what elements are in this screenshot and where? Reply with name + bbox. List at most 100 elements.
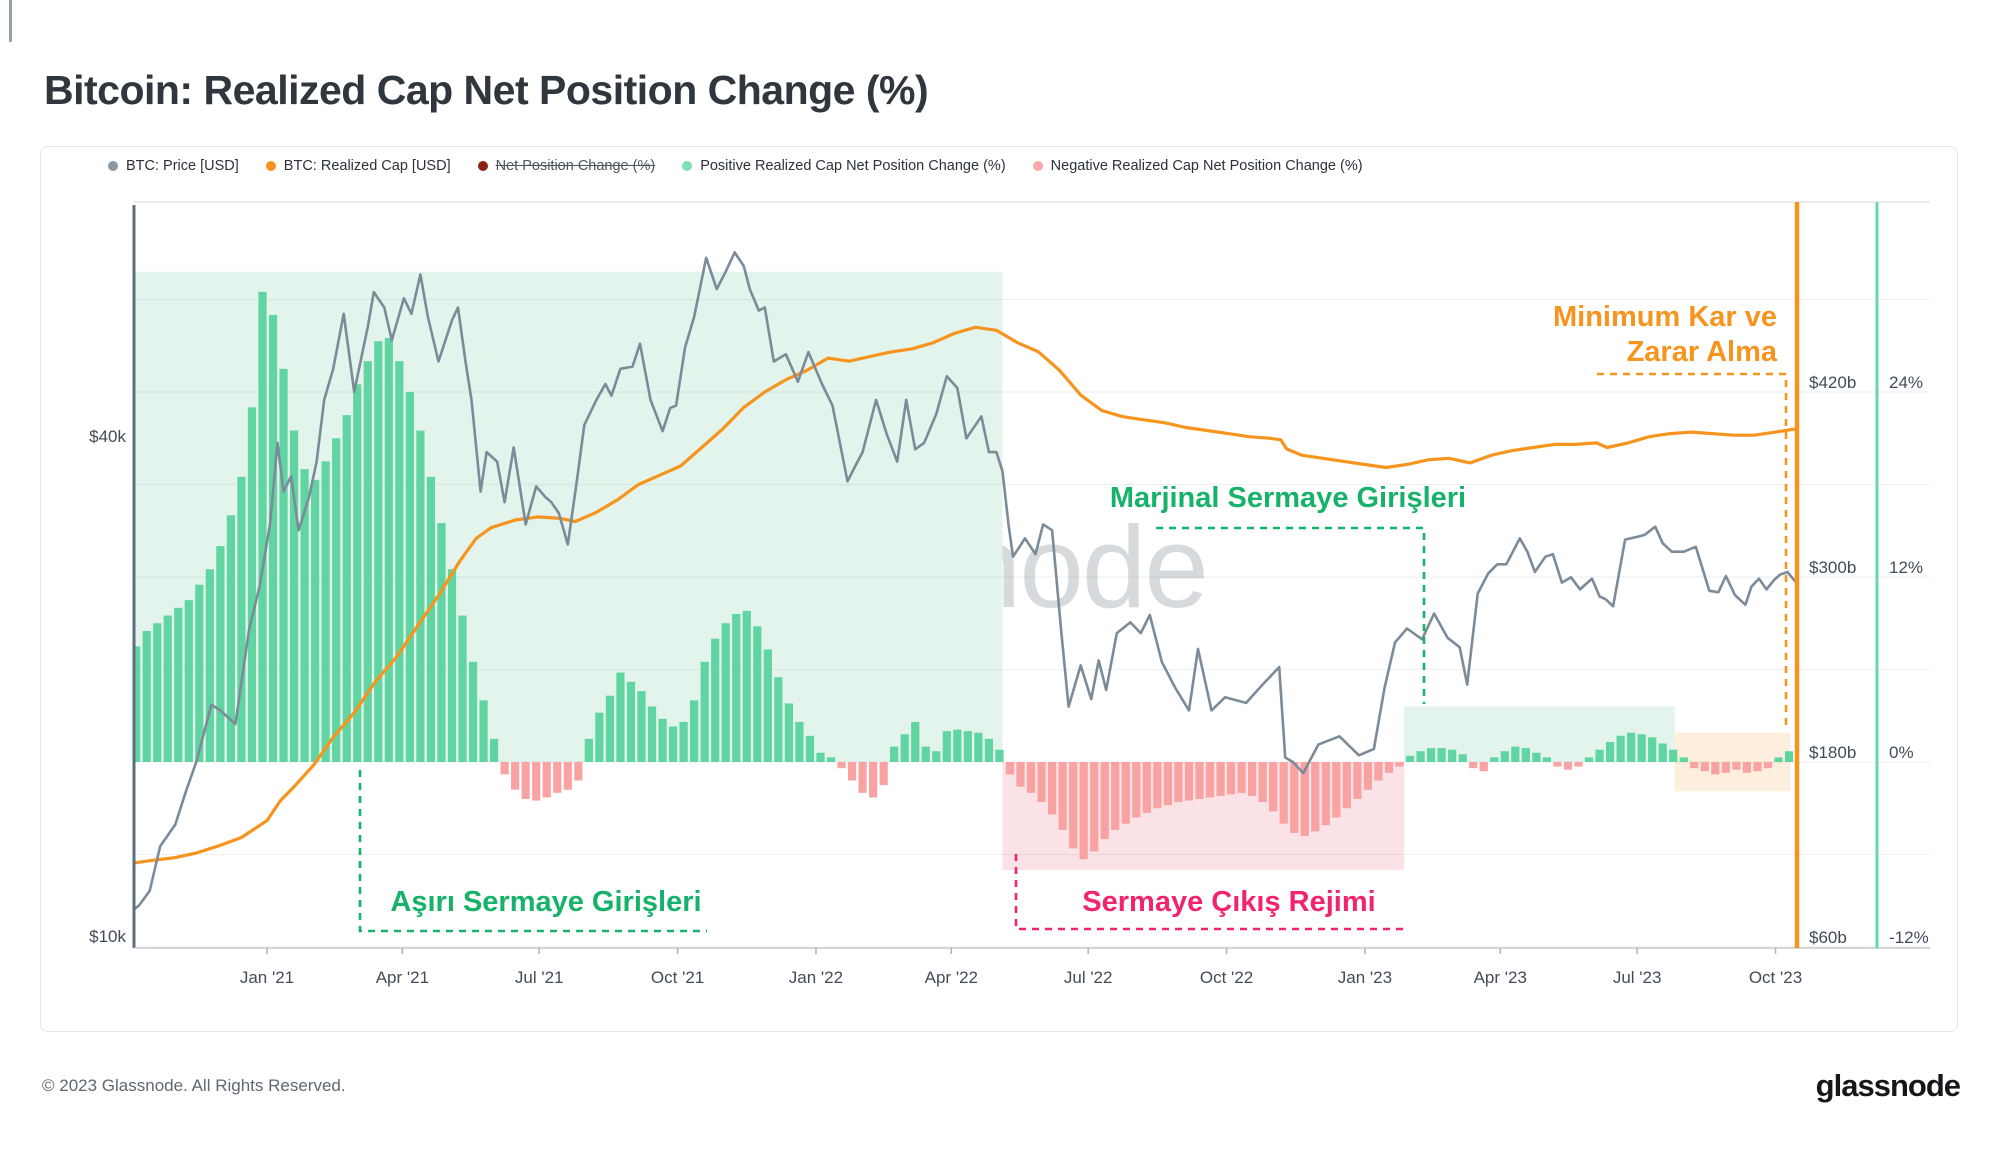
positive-npc-bar xyxy=(258,291,267,762)
positive-npc-bar xyxy=(479,700,488,762)
legend-item-label: BTC: Realized Cap [USD] xyxy=(283,158,451,174)
negative-npc-bar xyxy=(1237,762,1246,793)
positive-npc-bar xyxy=(1669,749,1678,762)
price-axis-tick-label: $40k xyxy=(89,427,126,447)
negative-npc-bar xyxy=(574,762,583,781)
legend-item-2[interactable]: Net Position Change (%) xyxy=(477,158,656,174)
positive-npc-bar xyxy=(605,695,615,762)
realized-cap-axis-tick-label: $60b xyxy=(1809,928,1847,947)
positive-npc-bar xyxy=(342,415,351,762)
negative-npc-bar xyxy=(563,762,572,790)
positive-npc-bar xyxy=(142,630,151,762)
positive-npc-bar xyxy=(816,752,825,762)
negative-npc-bar xyxy=(1100,762,1109,840)
positive-npc-bar xyxy=(384,338,393,762)
pct-axis-tick-label: -12% xyxy=(1889,928,1929,947)
negative-npc-bar xyxy=(1005,762,1015,775)
positive-npc-bar xyxy=(447,569,457,762)
positive-npc-bar xyxy=(1774,757,1783,762)
positive-npc-bar xyxy=(300,469,309,762)
positive-npc-bar xyxy=(1458,754,1467,762)
negative-npc-bar xyxy=(1279,762,1288,824)
glassnode-logo: glassnode xyxy=(1815,1068,1961,1103)
positive-npc-bar xyxy=(216,546,225,762)
x-axis-tick-label: Jul '23 xyxy=(1612,968,1662,987)
positive-npc-bar xyxy=(690,700,699,762)
positive-npc-bar xyxy=(237,476,246,762)
positive-npc-bar xyxy=(1679,757,1688,762)
legend-item-0[interactable]: BTC: Price [USD] xyxy=(108,158,239,174)
positive-npc-bar xyxy=(289,430,299,762)
positive-npc-bar xyxy=(890,746,899,762)
legend-item-label: Net Position Change (%) xyxy=(495,158,656,174)
negative-npc-bar xyxy=(879,762,888,786)
positive-npc-bar xyxy=(763,649,772,762)
negative-npc-bar xyxy=(1184,762,1194,801)
negative-npc-bar xyxy=(1553,762,1562,767)
positive-npc-bar xyxy=(490,738,499,762)
negative-npc-bar xyxy=(1269,762,1278,812)
positive-npc-bar xyxy=(405,392,414,762)
positive-npc-bar xyxy=(1532,752,1541,762)
x-axis-tick-label: Apr '21 xyxy=(375,968,430,987)
negative-npc-bar xyxy=(532,762,541,801)
negative-npc-bar xyxy=(1132,762,1141,818)
positive-npc-bar xyxy=(1437,748,1446,762)
positive-npc-bar xyxy=(584,738,593,762)
positive-npc-bar xyxy=(647,706,657,762)
legend-item-4[interactable]: Negative Realized Cap Net Position Chang… xyxy=(1032,158,1363,174)
negative-npc-bar xyxy=(1742,762,1752,773)
pct-axis-tick-label: 0% xyxy=(1889,743,1914,762)
bracket-minimum-kar xyxy=(1597,372,1788,731)
positive-npc-bar xyxy=(900,734,909,762)
negative-npc-bar xyxy=(1090,762,1099,852)
negative-npc-bar xyxy=(1248,762,1257,796)
positive-npc-bar xyxy=(1616,735,1625,762)
legend-dot-icon xyxy=(265,161,276,171)
positive-npc-bar xyxy=(1542,757,1552,762)
positive-npc-bar xyxy=(805,735,815,762)
negative-npc-bar xyxy=(1479,762,1488,772)
legend-dot-icon xyxy=(682,161,693,171)
positive-npc-bar xyxy=(774,677,783,762)
bracket-marjinal-sermaye xyxy=(1156,526,1426,704)
negative-npc-bar xyxy=(1574,762,1583,767)
x-axis-tick-label: Jan '22 xyxy=(788,968,844,987)
negative-npc-bar xyxy=(1153,762,1162,809)
x-axis-tick-label: Oct '22 xyxy=(1199,968,1254,987)
x-axis-tick-label: Oct '23 xyxy=(1748,968,1803,987)
positive-npc-bar xyxy=(353,384,362,762)
x-axis-tick-label: Jan '21 xyxy=(239,968,295,987)
negative-npc-bar xyxy=(1732,762,1741,770)
positive-npc-bar xyxy=(416,430,425,762)
negative-npc-bar xyxy=(1700,762,1709,772)
realized-cap-axis-tick-label: $180b xyxy=(1809,743,1857,762)
negative-npc-bar xyxy=(1258,762,1267,803)
positive-npc-bar xyxy=(153,623,162,762)
legend-item-3[interactable]: Positive Realized Cap Net Position Chang… xyxy=(682,158,1006,174)
positive-npc-bar xyxy=(742,610,751,762)
positive-npc-bar xyxy=(753,626,762,762)
negative-npc-bar xyxy=(847,762,857,781)
positive-npc-bar xyxy=(174,607,183,762)
negative-npc-bar xyxy=(1163,762,1172,806)
positive-npc-bar xyxy=(1658,743,1667,762)
negative-npc-bar xyxy=(1763,762,1773,769)
region-asiri-sermaye-girisleri xyxy=(134,271,1003,762)
legend-item-1[interactable]: BTC: Realized Cap [USD] xyxy=(265,158,451,174)
positive-npc-bar xyxy=(1416,751,1425,762)
positive-npc-bar xyxy=(134,646,141,762)
positive-npc-bar xyxy=(1490,757,1499,762)
positive-npc-bar xyxy=(942,731,951,762)
negative-npc-bar xyxy=(869,762,878,798)
positive-npc-bar xyxy=(932,751,941,762)
negative-npc-bar xyxy=(1195,762,1204,799)
positive-npc-bar xyxy=(363,361,372,762)
negative-npc-bar xyxy=(1353,762,1362,799)
negative-npc-bar xyxy=(1374,762,1383,781)
negative-npc-bar xyxy=(1469,762,1478,769)
price-axis-tick-label: $10k xyxy=(89,927,126,946)
positive-npc-bar xyxy=(1426,748,1436,762)
negative-npc-bar xyxy=(858,762,867,793)
